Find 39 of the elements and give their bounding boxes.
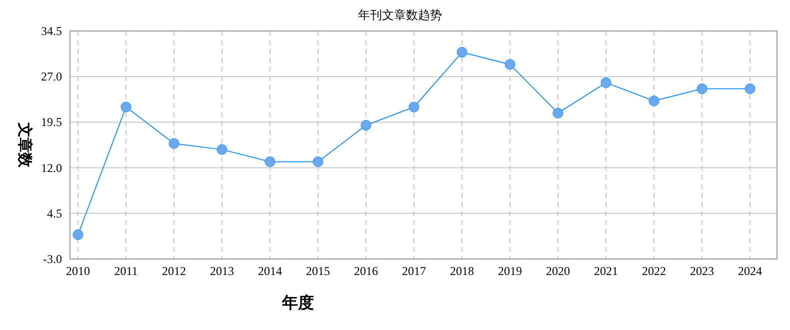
point [408,102,420,112]
x-tick-label: 2017 [402,264,426,278]
y-tick-label: 19.5 [41,115,62,130]
point [120,102,132,112]
y-tick-label: -3.0 [43,252,62,266]
y-tick-label: 12.0 [41,160,62,175]
x-tick-label: 2014 [258,264,282,278]
point [456,46,468,58]
point [504,59,516,70]
point [264,156,276,168]
point [744,83,756,94]
y-tick-label: 4.5 [47,206,62,220]
x-tick-label: 2011 [114,264,138,278]
point [312,156,324,168]
x-tick-label: 2020 [546,264,570,278]
x-tick-label: 2016 [354,264,378,278]
x-axis-title: 年度 [281,293,314,312]
x-tick-label: 2018 [450,264,474,278]
point [72,229,84,240]
point [168,138,180,149]
x-tick-label: 2012 [162,264,186,278]
chart-title: 年刊文章数趋势 [358,8,442,22]
point [648,96,660,106]
point [216,144,228,155]
y-tick-label: 27.0 [41,70,62,84]
x-tick-label: 2013 [210,264,234,278]
x-tick-label: 2024 [738,264,762,278]
point [696,83,708,94]
point [360,120,372,131]
x-tick-label: 2019 [498,264,522,278]
y-axis-title: 文章数 [16,122,34,168]
x-tick-label: 2021 [594,264,618,278]
x-tick-label: 2023 [690,264,714,278]
x-tick-label: 2015 [306,264,330,278]
point [600,77,612,88]
y-tick-label: 34.5 [41,24,62,38]
x-tick-label: 2022 [642,264,666,278]
x-tick-label: 2010 [66,264,90,278]
point [552,108,564,118]
